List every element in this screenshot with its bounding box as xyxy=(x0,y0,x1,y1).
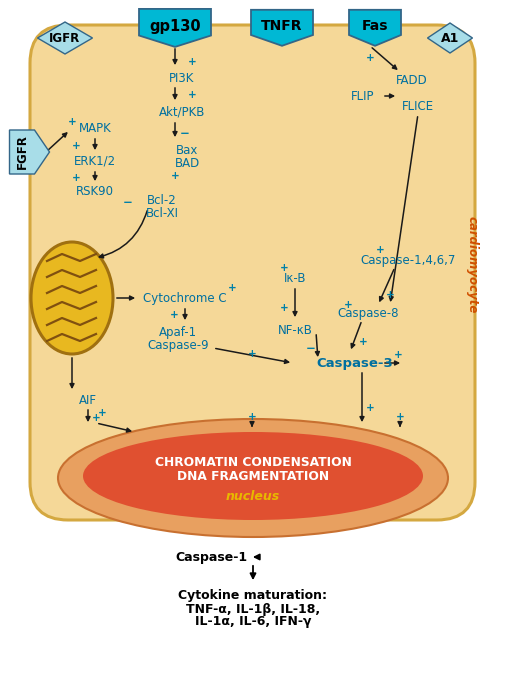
Text: cardiomyocyte: cardiomyocyte xyxy=(465,216,479,314)
Text: +: + xyxy=(376,245,384,255)
Text: DNA FRAGMENTATION: DNA FRAGMENTATION xyxy=(177,469,329,482)
Text: Caspase-9: Caspase-9 xyxy=(147,339,209,352)
Text: AIF: AIF xyxy=(79,394,97,407)
Text: ERK1/2: ERK1/2 xyxy=(74,155,116,168)
Text: PI3K: PI3K xyxy=(169,71,195,85)
Text: +: + xyxy=(366,53,374,63)
Text: +: + xyxy=(228,283,236,293)
Text: +: + xyxy=(344,300,352,310)
Text: MAPK: MAPK xyxy=(79,122,112,135)
Text: FLIP: FLIP xyxy=(351,89,375,102)
Text: +: + xyxy=(71,141,81,151)
Text: Cytochrome C: Cytochrome C xyxy=(143,291,227,304)
Text: A1: A1 xyxy=(441,32,459,45)
Ellipse shape xyxy=(83,432,423,520)
Text: +: + xyxy=(393,350,403,360)
FancyBboxPatch shape xyxy=(30,25,475,520)
Text: Bcl-2: Bcl-2 xyxy=(147,194,177,207)
Polygon shape xyxy=(251,10,313,46)
Text: +: + xyxy=(386,290,394,300)
Text: nucleus: nucleus xyxy=(226,490,280,502)
Text: +: + xyxy=(188,90,196,100)
Text: NF-κB: NF-κB xyxy=(277,324,312,337)
Text: +: + xyxy=(366,403,374,413)
Text: −: − xyxy=(180,126,190,139)
Text: Cytokine maturation:: Cytokine maturation: xyxy=(178,589,328,602)
Text: Iκ-B: Iκ-B xyxy=(284,271,306,284)
Polygon shape xyxy=(349,10,401,46)
Text: Caspase-1: Caspase-1 xyxy=(176,550,248,563)
Text: +: + xyxy=(280,303,288,313)
Text: TNFR: TNFR xyxy=(261,19,303,33)
Text: +: + xyxy=(67,117,77,127)
Text: Caspase-1,4,6,7: Caspase-1,4,6,7 xyxy=(360,254,456,267)
Text: IGFR: IGFR xyxy=(49,32,81,45)
Text: −: − xyxy=(123,196,133,208)
Text: +: + xyxy=(358,337,368,347)
Polygon shape xyxy=(10,130,50,174)
Polygon shape xyxy=(38,22,92,54)
Text: +: + xyxy=(92,413,100,423)
Text: +: + xyxy=(188,57,196,67)
Text: BAD: BAD xyxy=(174,157,200,170)
Text: gp130: gp130 xyxy=(149,19,201,34)
Text: Akt/PKB: Akt/PKB xyxy=(159,106,205,118)
Text: FGFR: FGFR xyxy=(16,135,28,170)
Polygon shape xyxy=(427,23,473,53)
Text: Apaf-1: Apaf-1 xyxy=(159,326,197,339)
Ellipse shape xyxy=(31,242,113,354)
Text: FADD: FADD xyxy=(396,74,428,87)
Text: Bcl-XI: Bcl-XI xyxy=(146,207,178,220)
Text: +: + xyxy=(171,171,179,181)
Text: Caspase-3: Caspase-3 xyxy=(317,357,393,370)
Text: IL-1α, IL-6, IFN-γ: IL-1α, IL-6, IFN-γ xyxy=(195,616,311,629)
Text: −: − xyxy=(306,341,316,354)
Text: +: + xyxy=(395,412,405,422)
Ellipse shape xyxy=(58,419,448,537)
Text: +: + xyxy=(247,412,257,422)
Text: CHROMATIN CONDENSATION: CHROMATIN CONDENSATION xyxy=(155,455,351,469)
Text: +: + xyxy=(98,408,106,418)
Text: Bax: Bax xyxy=(176,144,198,157)
Text: RSK90: RSK90 xyxy=(76,185,114,197)
Text: +: + xyxy=(71,173,81,183)
Text: +: + xyxy=(170,310,178,320)
Text: TNF-α, IL-1β, IL-18,: TNF-α, IL-1β, IL-18, xyxy=(186,602,320,616)
Text: Caspase-8: Caspase-8 xyxy=(337,306,399,319)
Text: +: + xyxy=(247,349,257,359)
Polygon shape xyxy=(139,9,211,47)
Text: FLICE: FLICE xyxy=(402,100,434,113)
Text: Fas: Fas xyxy=(362,19,388,33)
Text: +: + xyxy=(280,263,288,273)
